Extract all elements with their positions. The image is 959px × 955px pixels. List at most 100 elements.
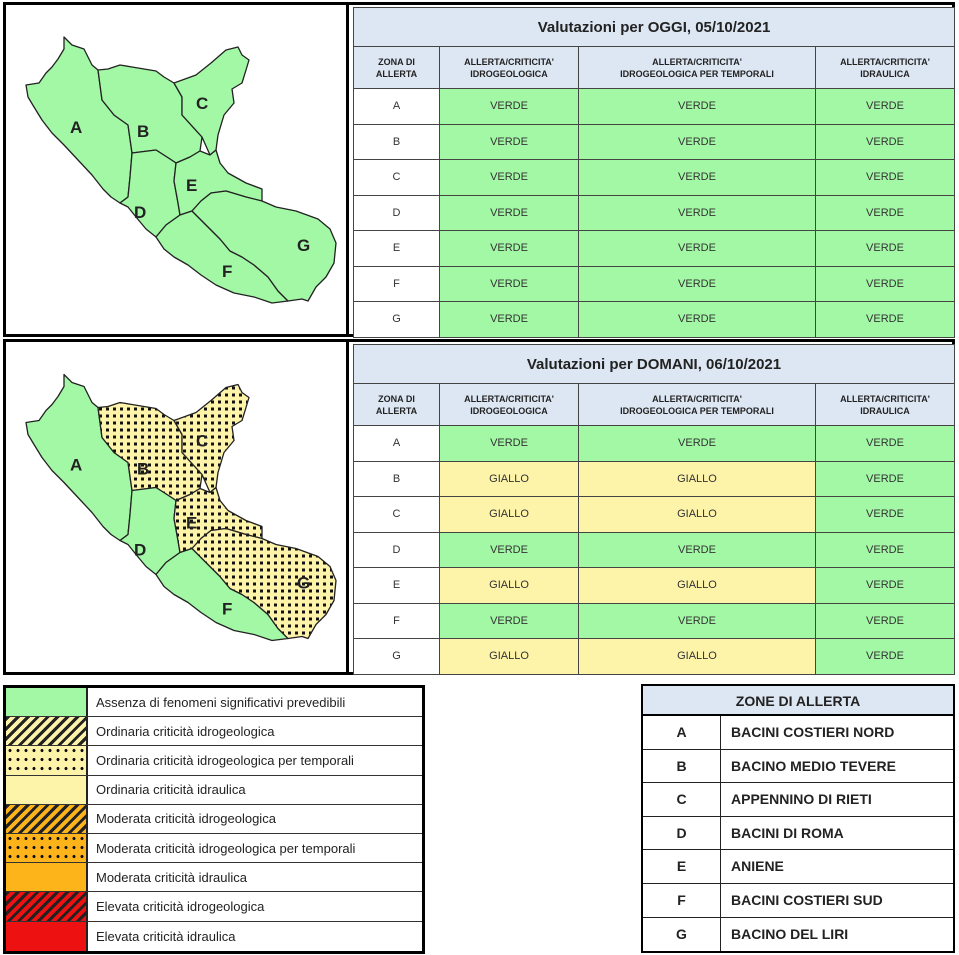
legend-label: Ordinaria criticità idrogeologica per te… <box>96 752 354 768</box>
zone-cell: E <box>353 230 440 267</box>
table-row: F VERDE VERDE VERDE <box>353 602 956 639</box>
legend-row: Elevata criticità idrogeologica <box>6 892 422 922</box>
legend-row: Moderata criticità idrogeologica <box>6 804 422 834</box>
lazio-map-today: A B C D E F G <box>25 36 337 304</box>
status-cell: VERDE <box>438 531 580 568</box>
table-row: D VERDE VERDE VERDE <box>353 194 956 231</box>
header-temporali: ALLERTA/CRITICITA' IDROGEOLOGICA PER TEMP… <box>578 383 816 426</box>
swatch-yellow-hatch <box>6 717 88 746</box>
zone-c-shape <box>173 46 250 156</box>
swatch-red <box>6 921 88 951</box>
legend-row: Elevata criticità idraulica <box>6 921 422 951</box>
status-cell: VERDE <box>578 602 816 639</box>
status-cell: VERDE <box>438 425 580 462</box>
map-label-d: D <box>134 541 146 560</box>
status-cell: VERDE <box>814 265 956 302</box>
zone-name: BACINI COSTIERI SUD <box>731 891 883 908</box>
status-cell: VERDE <box>438 602 580 639</box>
status-cell: VERDE <box>578 194 816 231</box>
lazio-map-tomorrow: A B C D E F G <box>25 373 337 642</box>
legend-row: Moderata criticità idrogeologica per tem… <box>6 833 422 864</box>
status-cell: VERDE <box>438 301 580 338</box>
today-table-body: A VERDE VERDE VERDE B VERDE VERDE VERDE C VERDE… <box>353 88 956 338</box>
legend-row: Ordinaria criticità idraulica <box>6 775 422 805</box>
zone-cell: F <box>353 602 440 639</box>
zone-cell: B <box>353 460 440 497</box>
header-idrogeologica: ALLERTA/CRITICITA' IDROGEOLOGICA <box>438 46 580 89</box>
table-row: E GIALLO GIALLO VERDE <box>353 567 956 604</box>
zone-cell: D <box>353 194 440 231</box>
status-cell: GIALLO <box>578 460 816 497</box>
map-label-a: A <box>70 118 82 137</box>
legend-row: Ordinaria criticità idrogeologica per te… <box>6 746 422 776</box>
status-cell: GIALLO <box>438 567 580 604</box>
tomorrow-table-body: A VERDE VERDE VERDE B GIALLO GIALLO VERDE C GIA… <box>353 425 956 675</box>
legend-row: Assenza di fenomeni significativi preved… <box>6 688 422 718</box>
header-idrogeologica: ALLERTA/CRITICITA' IDROGEOLOGICA <box>438 383 580 426</box>
status-cell: VERDE <box>578 123 816 160</box>
status-cell: VERDE <box>438 194 580 231</box>
tomorrow-table-title: Valutazioni per DOMANI, 06/10/2021 <box>353 344 955 384</box>
legend-label: Ordinaria criticità idraulica <box>96 782 246 798</box>
status-cell: VERDE <box>814 123 956 160</box>
zone-row: C APPENNINO DI RIETI <box>643 783 953 817</box>
table-row: E VERDE VERDE VERDE <box>353 230 956 267</box>
table-row: C GIALLO GIALLO VERDE <box>353 496 956 533</box>
zone-row: A BACINI COSTIERI NORD <box>643 716 953 750</box>
zone-name: BACINO DEL LIRI <box>731 925 849 942</box>
status-cell: VERDE <box>578 159 816 196</box>
header-zona: ZONA DI ALLERTA <box>353 46 440 89</box>
status-cell: GIALLO <box>578 567 816 604</box>
status-cell: VERDE <box>814 602 956 639</box>
today-map-labels: A B C D E F G <box>70 94 310 281</box>
zone-letter: G <box>643 917 721 952</box>
status-cell: VERDE <box>438 123 580 160</box>
status-cell: VERDE <box>438 230 580 267</box>
legend: Assenza di fenomeni significativi preved… <box>3 685 425 954</box>
today-map: A B C D E F G <box>6 5 349 334</box>
tomorrow-map: A B C D E F G <box>6 342 349 672</box>
map-label-c: C <box>196 94 208 113</box>
legend-label: Ordinaria criticità idrogeologica <box>96 723 275 739</box>
map-label-e: E <box>186 176 197 195</box>
swatch-orange-hatch <box>6 804 88 833</box>
status-cell: VERDE <box>814 88 956 125</box>
legend-row: Moderata criticità idraulica <box>6 863 422 893</box>
zone-row: B BACINO MEDIO TEVERE <box>643 749 953 784</box>
legend-label: Moderata criticità idraulica <box>96 869 248 885</box>
today-table-container: Valutazioni per OGGI, 05/10/2021 ZONA DI… <box>353 7 957 338</box>
zone-letter: C <box>643 783 721 816</box>
status-cell: VERDE <box>814 230 956 267</box>
swatch-orange-dots <box>6 833 88 863</box>
table-row: B VERDE VERDE VERDE <box>353 123 956 160</box>
status-cell: GIALLO <box>578 638 816 675</box>
status-cell: GIALLO <box>578 496 816 533</box>
zone-name: BACINO MEDIO TEVERE <box>731 757 896 774</box>
zone-name: BACINI COSTIERI NORD <box>731 724 895 740</box>
zones-title: ZONE DI ALLERTA <box>643 686 953 716</box>
zone-row: D BACINI DI ROMA <box>643 816 953 851</box>
status-cell: VERDE <box>578 531 816 568</box>
legend-label: Moderata criticità idrogeologica per tem… <box>96 840 356 856</box>
tomorrow-table-container: Valutazioni per DOMANI, 06/10/2021 ZONA … <box>353 344 957 675</box>
today-evaluation-table: Valutazioni per OGGI, 05/10/2021 ZONA DI… <box>353 7 956 338</box>
zone-cell: C <box>353 159 440 196</box>
map-label-d: D <box>134 203 146 222</box>
status-cell: VERDE <box>578 230 816 267</box>
header-idraulica: ALLERTA/CRITICITA' IDRAULICA <box>814 46 956 89</box>
table-row: G VERDE VERDE VERDE <box>353 301 956 338</box>
zone-letter: E <box>643 850 721 883</box>
status-cell: VERDE <box>814 425 956 462</box>
status-cell: VERDE <box>814 531 956 568</box>
zone-letter: F <box>643 883 721 917</box>
map-label-e: E <box>186 514 197 533</box>
table-row: A VERDE VERDE VERDE <box>353 88 956 125</box>
zone-letter: D <box>643 816 721 850</box>
status-cell: GIALLO <box>438 460 580 497</box>
zone-cell: E <box>353 567 440 604</box>
header-zona: ZONA DI ALLERTA <box>353 383 440 426</box>
zone-cell: B <box>353 123 440 160</box>
status-cell: VERDE <box>438 159 580 196</box>
zone-row: F BACINI COSTIERI SUD <box>643 883 953 918</box>
